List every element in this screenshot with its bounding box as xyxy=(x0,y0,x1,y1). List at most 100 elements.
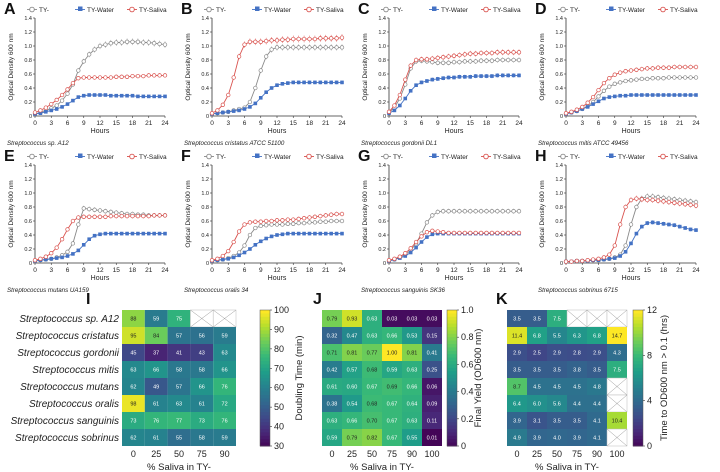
data-point xyxy=(162,73,168,78)
x-tick-label: 21 xyxy=(145,267,153,274)
x-tick-label: 24 xyxy=(692,120,700,127)
y-tick-label: 1.4 xyxy=(201,16,209,22)
colorbar-step xyxy=(633,316,643,321)
legend-label-water: TY-Water xyxy=(618,7,646,14)
data-point xyxy=(301,36,307,42)
colorbar-tick-label: 1.0 xyxy=(461,305,474,315)
x-tick-label: 21 xyxy=(145,120,153,127)
heatmap-cell xyxy=(362,395,382,412)
data-point xyxy=(108,41,113,46)
legend-label-saliva: TY-Saliva xyxy=(670,7,698,14)
x-tick-label: 9 xyxy=(436,120,440,127)
data-point xyxy=(146,231,151,236)
x-tick-label: 12 xyxy=(627,120,635,127)
data-point xyxy=(296,45,301,50)
heatmap-cell xyxy=(402,310,422,327)
data-point xyxy=(87,206,92,212)
panel-letter: F xyxy=(181,148,191,165)
heatmap-cell xyxy=(362,327,382,344)
heatmap-cell-label: 0.68 xyxy=(367,402,378,408)
heatmap-cell xyxy=(144,327,168,344)
heatmap-cell-label: 72 xyxy=(222,402,228,408)
heatmap-cell-label: 5.5 xyxy=(553,334,561,340)
x-tick-label: 0 xyxy=(210,267,214,274)
data-point xyxy=(672,223,677,227)
data-point xyxy=(457,52,462,58)
data-point xyxy=(231,75,236,80)
x-tick-label: 9 xyxy=(259,267,263,274)
heatmap-cell-label: 4.3 xyxy=(613,351,621,357)
data-point xyxy=(71,98,75,103)
data-point xyxy=(419,240,424,244)
data-point xyxy=(323,45,328,50)
heatmap-cell xyxy=(190,378,214,395)
data-point xyxy=(323,80,328,85)
data-point xyxy=(258,68,263,73)
x-tick-label: 6 xyxy=(66,267,70,274)
heatmap-cell xyxy=(547,378,567,395)
data-point xyxy=(247,39,253,44)
legend-label-ty: TY- xyxy=(393,7,403,14)
panel-letter: E xyxy=(4,148,15,165)
data-point xyxy=(312,45,318,50)
y-tick-label: 0.6 xyxy=(378,219,386,225)
colorbar-tick-label: 40 xyxy=(274,422,284,432)
data-point xyxy=(264,90,268,94)
colorbar-step xyxy=(447,425,457,430)
growth-panel-A: A 0 0.2 0.4 0.6 0.8 1.0 1.2 1.4 0 3 6 9 12 15 18 21 24 Hou… xyxy=(4,1,169,147)
x-tick-label: 12 xyxy=(273,267,281,274)
data-point xyxy=(76,95,81,99)
data-point xyxy=(49,257,54,261)
colorbar-step xyxy=(447,361,457,365)
legend-marker xyxy=(432,153,437,158)
data-point xyxy=(451,59,457,65)
x-tick-label: 21 xyxy=(676,120,684,127)
data-point xyxy=(253,219,258,224)
data-point xyxy=(44,110,48,114)
data-point xyxy=(215,108,220,113)
data-point xyxy=(623,93,628,98)
data-point xyxy=(666,199,672,205)
heatmap-cell xyxy=(422,327,442,344)
x-tick-label: 15 xyxy=(290,120,298,127)
x-tick-label: 9 xyxy=(82,120,86,127)
colorbar-step xyxy=(260,310,270,314)
heatmap-cell xyxy=(547,310,567,327)
x-tick-label: 6 xyxy=(597,120,601,127)
data-point xyxy=(506,230,511,236)
legend-label-water: TY-Water xyxy=(87,7,115,14)
data-point xyxy=(511,209,516,214)
heatmap-cell-label: 88 xyxy=(130,317,136,323)
colorbar-tick-label: 90 xyxy=(274,324,284,334)
data-point xyxy=(629,93,633,97)
data-point xyxy=(280,45,285,50)
heatmap-cell xyxy=(607,327,627,344)
x-axis-label: Hours xyxy=(91,128,110,135)
colorbar-step xyxy=(633,361,643,365)
data-point xyxy=(97,214,103,219)
series-ty xyxy=(386,57,522,115)
empty-cross xyxy=(606,377,628,396)
x-tick-label: 15 xyxy=(113,120,121,127)
heatmap-cell xyxy=(422,310,442,327)
heatmap-cell xyxy=(190,429,214,446)
y-axis-label: Optical Density 600 nm xyxy=(185,180,192,247)
heatmap-cell-label: 0.79 xyxy=(327,317,338,323)
data-point xyxy=(253,225,258,231)
strain-caption: Streptococcus sanguinis SK36 xyxy=(361,287,445,294)
heatmap-cell xyxy=(507,310,527,327)
series-water xyxy=(387,73,521,115)
data-point xyxy=(693,75,699,80)
heatmap-cell xyxy=(507,344,527,361)
data-point xyxy=(97,75,103,80)
data-point xyxy=(49,251,54,256)
data-point xyxy=(109,231,113,236)
data-point xyxy=(629,241,633,246)
heatmap-cell-label: 11.4 xyxy=(512,334,522,340)
y-tick-label: 0 xyxy=(29,261,32,267)
heatmap-cell xyxy=(322,412,342,429)
data-point xyxy=(495,230,500,236)
legend-label-ty: TY- xyxy=(216,7,226,14)
data-point xyxy=(103,214,108,219)
data-point xyxy=(103,93,108,97)
